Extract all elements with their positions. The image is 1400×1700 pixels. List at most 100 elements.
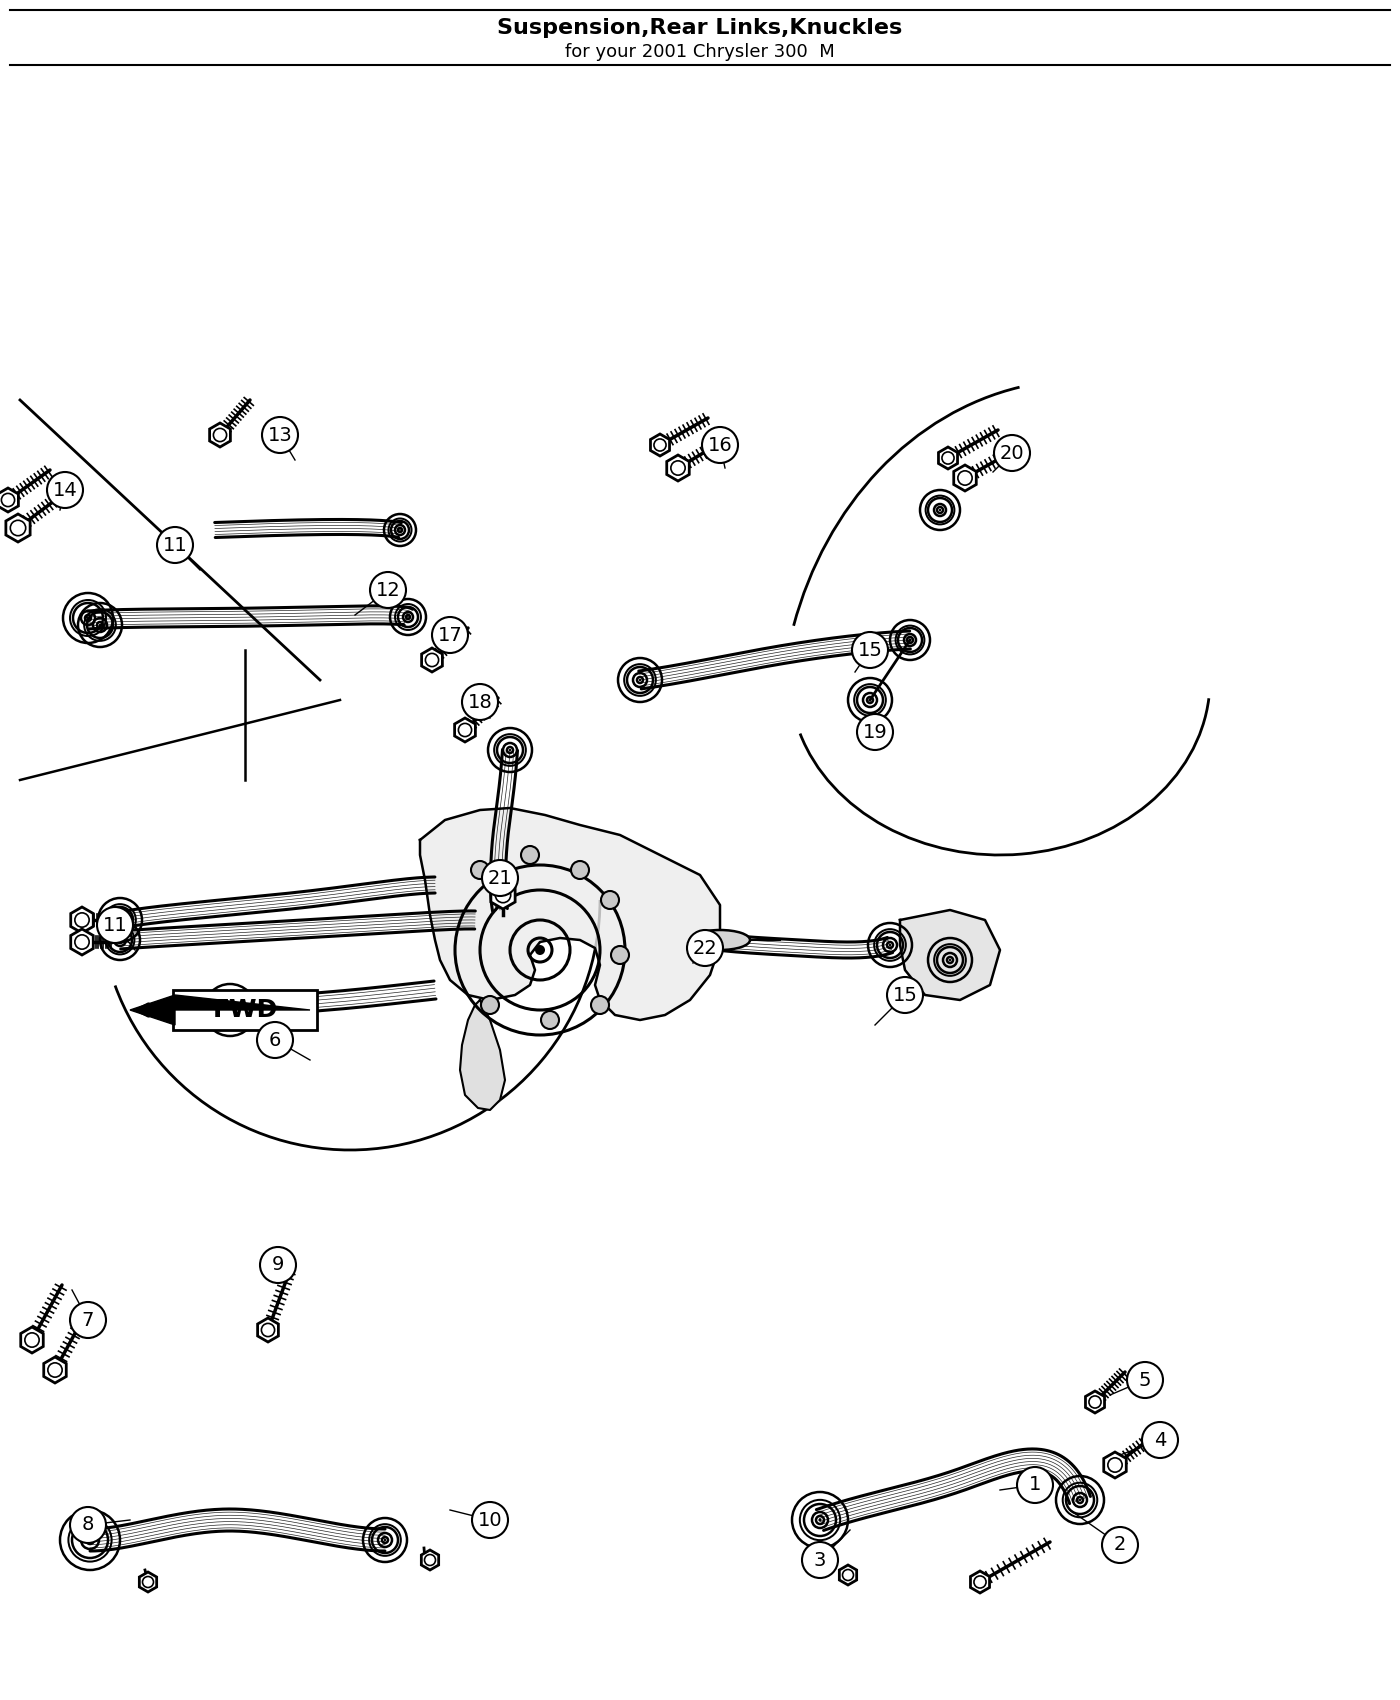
Circle shape <box>433 617 468 653</box>
Text: 6: 6 <box>269 1030 281 1049</box>
Polygon shape <box>258 1318 279 1341</box>
Polygon shape <box>840 1566 857 1584</box>
Polygon shape <box>71 928 94 955</box>
Circle shape <box>802 1542 839 1578</box>
Circle shape <box>482 996 498 1013</box>
Circle shape <box>157 527 193 563</box>
Circle shape <box>97 908 133 944</box>
Circle shape <box>610 945 629 964</box>
Circle shape <box>687 930 722 966</box>
Circle shape <box>508 748 511 751</box>
Circle shape <box>70 1506 106 1544</box>
Text: 14: 14 <box>53 481 77 500</box>
Circle shape <box>370 571 406 609</box>
Polygon shape <box>455 717 476 741</box>
Circle shape <box>888 977 923 1013</box>
Polygon shape <box>420 808 720 1020</box>
Polygon shape <box>953 466 976 491</box>
Circle shape <box>472 1503 508 1538</box>
Text: 2: 2 <box>1114 1535 1126 1554</box>
Circle shape <box>701 427 738 462</box>
Polygon shape <box>130 994 309 1025</box>
Circle shape <box>638 678 641 682</box>
Polygon shape <box>71 908 94 933</box>
Polygon shape <box>900 910 1000 1000</box>
Circle shape <box>909 639 911 641</box>
Text: 22: 22 <box>693 938 717 957</box>
Circle shape <box>119 938 122 942</box>
Circle shape <box>939 508 941 512</box>
Text: 10: 10 <box>477 1511 503 1530</box>
Polygon shape <box>21 1328 43 1353</box>
Text: 3: 3 <box>813 1550 826 1569</box>
Polygon shape <box>421 648 442 672</box>
Text: 19: 19 <box>862 722 888 741</box>
Text: 9: 9 <box>272 1256 284 1275</box>
Text: 4: 4 <box>1154 1430 1166 1450</box>
Text: for your 2001 Chrysler 300  M: for your 2001 Chrysler 300 M <box>566 42 834 61</box>
Text: 11: 11 <box>102 916 127 935</box>
Circle shape <box>1016 1467 1053 1503</box>
Polygon shape <box>491 881 515 910</box>
Circle shape <box>88 1538 91 1542</box>
Circle shape <box>857 714 893 750</box>
Circle shape <box>70 1302 106 1338</box>
Circle shape <box>889 944 892 947</box>
Circle shape <box>87 617 90 619</box>
Circle shape <box>949 959 951 960</box>
Circle shape <box>591 996 609 1013</box>
Circle shape <box>260 1248 295 1284</box>
Text: 18: 18 <box>468 692 493 712</box>
Circle shape <box>258 1022 293 1057</box>
Text: 20: 20 <box>1000 444 1025 462</box>
Circle shape <box>99 624 101 626</box>
Circle shape <box>994 435 1030 471</box>
Ellipse shape <box>690 930 750 950</box>
Circle shape <box>853 632 888 668</box>
Circle shape <box>48 473 83 508</box>
Polygon shape <box>1103 1452 1126 1477</box>
Polygon shape <box>43 1357 66 1384</box>
Text: 13: 13 <box>267 425 293 444</box>
FancyBboxPatch shape <box>174 989 316 1030</box>
Circle shape <box>228 1008 231 1011</box>
Circle shape <box>384 1538 386 1542</box>
Text: 7: 7 <box>81 1311 94 1329</box>
Text: 8: 8 <box>81 1515 94 1535</box>
Text: 21: 21 <box>487 869 512 887</box>
Circle shape <box>470 860 489 879</box>
Polygon shape <box>6 513 31 542</box>
Text: 12: 12 <box>375 580 400 600</box>
Circle shape <box>869 699 871 700</box>
Text: 5: 5 <box>1138 1370 1151 1389</box>
Text: 1: 1 <box>1029 1476 1042 1494</box>
Circle shape <box>262 416 298 452</box>
Polygon shape <box>210 423 231 447</box>
Circle shape <box>601 891 619 910</box>
Circle shape <box>462 683 498 721</box>
Polygon shape <box>651 434 669 456</box>
Circle shape <box>1127 1362 1163 1397</box>
Circle shape <box>1102 1527 1138 1562</box>
Text: 16: 16 <box>707 435 732 454</box>
Circle shape <box>482 860 518 896</box>
Polygon shape <box>0 488 18 512</box>
Polygon shape <box>970 1571 990 1593</box>
Circle shape <box>535 945 545 955</box>
Polygon shape <box>938 447 958 469</box>
Text: 11: 11 <box>162 536 188 554</box>
Polygon shape <box>421 1550 438 1571</box>
Polygon shape <box>666 456 689 481</box>
Circle shape <box>119 918 122 921</box>
Text: 15: 15 <box>893 986 917 1005</box>
Circle shape <box>540 1012 559 1028</box>
Text: Suspension,Rear Links,Knuckles: Suspension,Rear Links,Knuckles <box>497 19 903 37</box>
Circle shape <box>571 860 589 879</box>
Circle shape <box>1142 1421 1177 1459</box>
Circle shape <box>1079 1499 1081 1501</box>
Polygon shape <box>140 1572 157 1591</box>
Polygon shape <box>461 1000 505 1110</box>
Circle shape <box>521 847 539 864</box>
Polygon shape <box>1085 1391 1105 1413</box>
Text: 17: 17 <box>438 626 462 644</box>
